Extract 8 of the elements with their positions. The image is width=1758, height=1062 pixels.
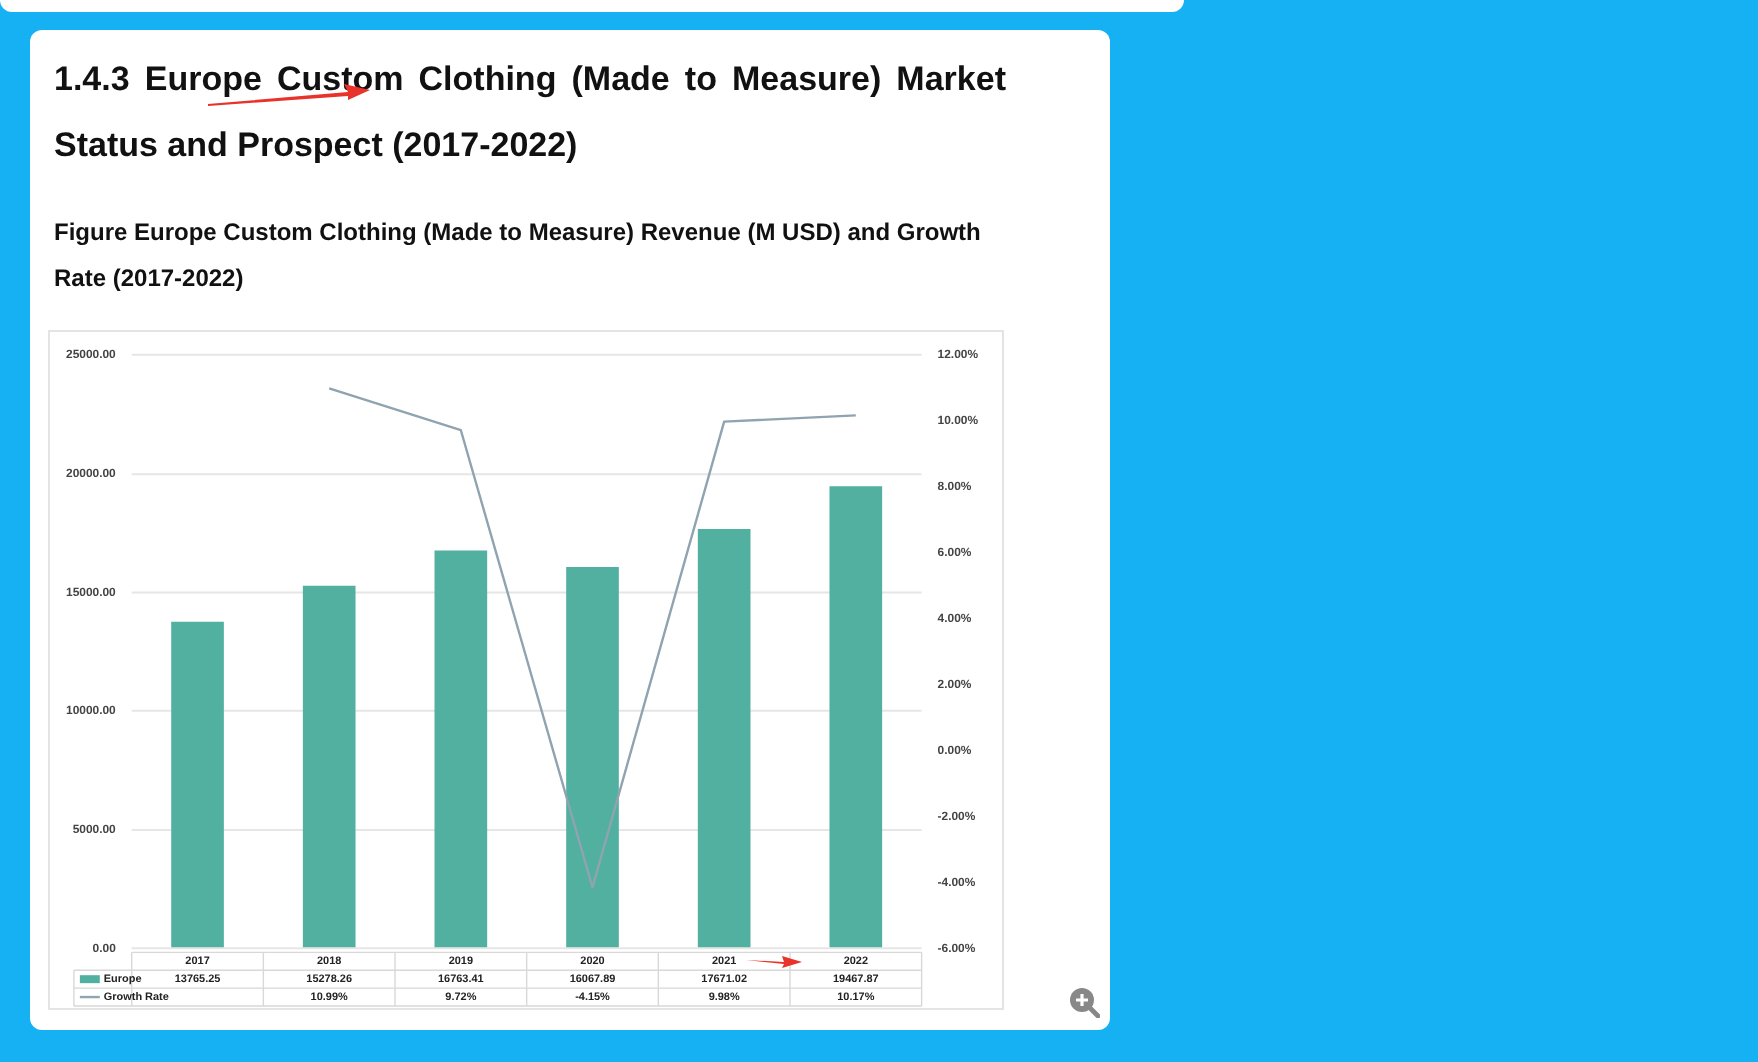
bar	[697, 528, 751, 948]
bar	[302, 585, 356, 948]
chart-title: 1.4.3 Europe Custom Clothing (Made to Measure) Market Status and Prospect (2017-2022)	[54, 58, 1006, 168]
bar	[434, 550, 488, 948]
bar	[829, 486, 883, 948]
chart-subtitle: Figure Europe Custom Clothing (Made to Measure) Revenue (M USD) and Growth Rate (2017-2022)	[54, 216, 983, 296]
bar	[566, 567, 619, 948]
bar	[171, 621, 224, 948]
